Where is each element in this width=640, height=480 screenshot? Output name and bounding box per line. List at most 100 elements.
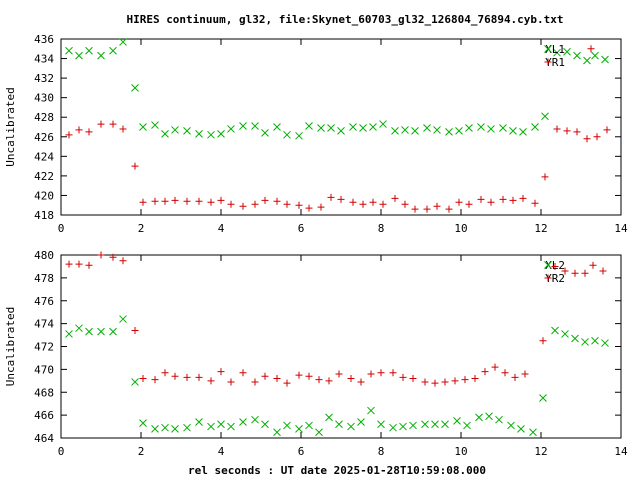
legend-marker-yr2 bbox=[544, 274, 552, 282]
data-point-xl2 bbox=[529, 428, 537, 437]
data-point-xl2 bbox=[517, 424, 525, 433]
plot-frame bbox=[60, 254, 622, 439]
data-point-xl2 bbox=[453, 416, 461, 425]
y-tick-label: 476 bbox=[34, 295, 54, 308]
data-point-yr2 bbox=[441, 378, 449, 386]
y-tick-label: 474 bbox=[34, 318, 54, 331]
data-point-xl2 bbox=[139, 419, 147, 427]
data-point-yr1 bbox=[119, 125, 127, 133]
data-point-yr2 bbox=[461, 376, 469, 384]
data-point-yr2 bbox=[347, 375, 355, 383]
x-tick-label: 12 bbox=[534, 445, 547, 458]
data-point-xl2 bbox=[463, 421, 471, 430]
data-point-xl1 bbox=[171, 126, 179, 134]
data-point-yr1 bbox=[207, 198, 215, 206]
data-point-xl1 bbox=[305, 122, 313, 130]
y-tick-label: 434 bbox=[34, 53, 54, 66]
data-point-yr1 bbox=[519, 194, 527, 202]
data-point-yr2 bbox=[273, 375, 281, 383]
data-point-xl2 bbox=[335, 420, 343, 429]
y-tick-label: 422 bbox=[34, 170, 54, 183]
data-point-yr2 bbox=[431, 379, 439, 387]
data-point-yr1 bbox=[305, 204, 313, 212]
data-point-yr2 bbox=[471, 375, 479, 383]
data-point-xl2 bbox=[195, 418, 203, 426]
y-tick-label: 420 bbox=[34, 189, 54, 202]
data-point-xl2 bbox=[581, 338, 589, 346]
data-point-xl2 bbox=[495, 415, 503, 424]
data-point-yr2 bbox=[131, 326, 139, 334]
data-point-yr2 bbox=[335, 370, 343, 378]
data-point-yr2 bbox=[357, 378, 365, 386]
data-point-xl1 bbox=[455, 127, 463, 135]
data-point-xl1 bbox=[97, 51, 105, 60]
y-tick-label: 428 bbox=[34, 111, 54, 124]
data-point-xl2 bbox=[591, 336, 599, 345]
data-point-xl2 bbox=[551, 326, 559, 335]
y-tick-label: 478 bbox=[34, 272, 54, 285]
data-point-xl1 bbox=[109, 46, 117, 55]
data-point-xl2 bbox=[207, 422, 215, 431]
data-point-yr1 bbox=[349, 198, 357, 206]
data-point-yr1 bbox=[433, 202, 441, 210]
data-point-xl2 bbox=[305, 421, 313, 430]
data-point-xl2 bbox=[561, 330, 569, 338]
data-point-yr2 bbox=[75, 260, 83, 268]
data-point-yr2 bbox=[551, 262, 559, 270]
data-point-xl2 bbox=[273, 428, 281, 437]
data-point-yr1 bbox=[553, 125, 561, 133]
chart-title: HIRES continuum, gl32, file:Skynet_60703… bbox=[126, 13, 563, 26]
data-point-xl2 bbox=[161, 423, 169, 432]
legend-marker-yr1 bbox=[544, 58, 552, 66]
data-point-xl1 bbox=[317, 124, 325, 132]
data-point-xl1 bbox=[183, 127, 191, 135]
series-yr1 bbox=[65, 45, 611, 213]
data-point-yr1 bbox=[227, 200, 235, 208]
data-point-xl2 bbox=[217, 420, 225, 429]
data-point-xl2 bbox=[421, 420, 429, 429]
data-point-xl2 bbox=[239, 418, 247, 426]
data-point-yr2 bbox=[367, 370, 375, 378]
data-point-xl1 bbox=[601, 55, 609, 64]
data-point-yr1 bbox=[445, 205, 453, 213]
data-point-yr1 bbox=[151, 197, 159, 205]
data-point-xl2 bbox=[261, 420, 269, 429]
x-tick-label: 8 bbox=[378, 222, 385, 235]
data-point-yr2 bbox=[295, 371, 303, 379]
data-point-xl1 bbox=[349, 123, 357, 131]
data-point-xl1 bbox=[273, 123, 281, 131]
data-point-yr2 bbox=[207, 377, 215, 385]
data-point-yr2 bbox=[305, 372, 313, 380]
data-point-xl1 bbox=[369, 123, 377, 131]
data-point-xl1 bbox=[563, 47, 571, 56]
data-point-yr1 bbox=[195, 197, 203, 205]
data-point-xl1 bbox=[75, 51, 83, 60]
data-point-xl2 bbox=[601, 339, 609, 347]
data-point-xl1 bbox=[65, 46, 73, 55]
data-point-yr2 bbox=[151, 376, 159, 384]
x-tick-label: 2 bbox=[138, 222, 145, 235]
data-point-xl1 bbox=[509, 127, 517, 135]
data-point-xl2 bbox=[399, 422, 407, 431]
data-point-yr1 bbox=[465, 200, 473, 208]
data-point-xl2 bbox=[109, 327, 117, 336]
data-point-yr1 bbox=[455, 198, 463, 206]
series-xl1 bbox=[65, 38, 609, 140]
series-xl2 bbox=[65, 315, 609, 437]
data-point-xl2 bbox=[131, 378, 139, 386]
data-point-yr1 bbox=[337, 195, 345, 203]
data-point-xl1 bbox=[531, 123, 539, 131]
data-point-yr1 bbox=[75, 126, 83, 134]
data-point-xl2 bbox=[367, 406, 375, 415]
data-point-yr1 bbox=[379, 200, 387, 208]
data-point-xl1 bbox=[519, 128, 527, 136]
data-point-xl2 bbox=[251, 415, 259, 424]
data-point-yr2 bbox=[171, 372, 179, 380]
plot-panel-2: 0 2 4 6 8 10 12 14464466468470472474476478480Un… bbox=[4, 249, 628, 477]
y-tick-label: 472 bbox=[34, 341, 54, 354]
data-point-xl2 bbox=[507, 421, 515, 430]
data-point-yr2 bbox=[589, 261, 597, 269]
x-tick-label: 4 bbox=[218, 445, 225, 458]
data-point-yr1 bbox=[487, 198, 495, 206]
data-point-yr1 bbox=[251, 200, 259, 208]
